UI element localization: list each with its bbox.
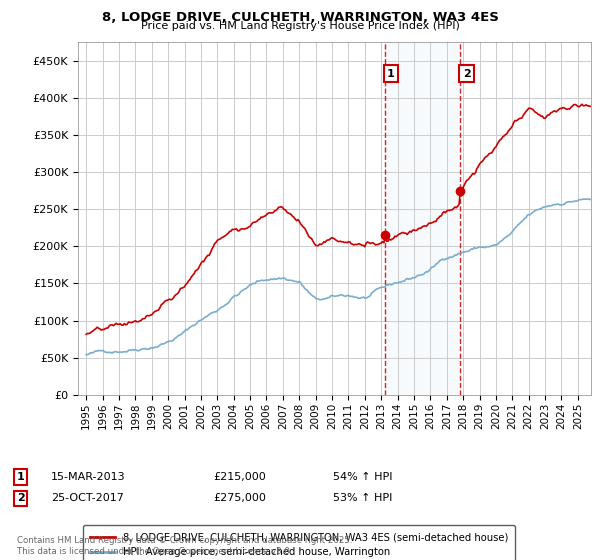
Text: 54% ↑ HPI: 54% ↑ HPI bbox=[333, 472, 392, 482]
Text: 53% ↑ HPI: 53% ↑ HPI bbox=[333, 493, 392, 503]
Text: 1: 1 bbox=[17, 472, 25, 482]
Text: £215,000: £215,000 bbox=[213, 472, 266, 482]
Text: £275,000: £275,000 bbox=[213, 493, 266, 503]
Text: 15-MAR-2013: 15-MAR-2013 bbox=[51, 472, 125, 482]
Text: 2: 2 bbox=[463, 69, 470, 79]
Text: Price paid vs. HM Land Registry's House Price Index (HPI): Price paid vs. HM Land Registry's House … bbox=[140, 21, 460, 31]
Text: 25-OCT-2017: 25-OCT-2017 bbox=[51, 493, 124, 503]
Text: 8, LODGE DRIVE, CULCHETH, WARRINGTON, WA3 4ES: 8, LODGE DRIVE, CULCHETH, WARRINGTON, WA… bbox=[101, 11, 499, 24]
Text: 2: 2 bbox=[17, 493, 25, 503]
Text: Contains HM Land Registry data © Crown copyright and database right 2025.
This d: Contains HM Land Registry data © Crown c… bbox=[17, 536, 352, 556]
Legend: 8, LODGE DRIVE, CULCHETH, WARRINGTON, WA3 4ES (semi-detached house), HPI: Averag: 8, LODGE DRIVE, CULCHETH, WARRINGTON, WA… bbox=[83, 525, 515, 560]
Text: 1: 1 bbox=[387, 69, 395, 79]
